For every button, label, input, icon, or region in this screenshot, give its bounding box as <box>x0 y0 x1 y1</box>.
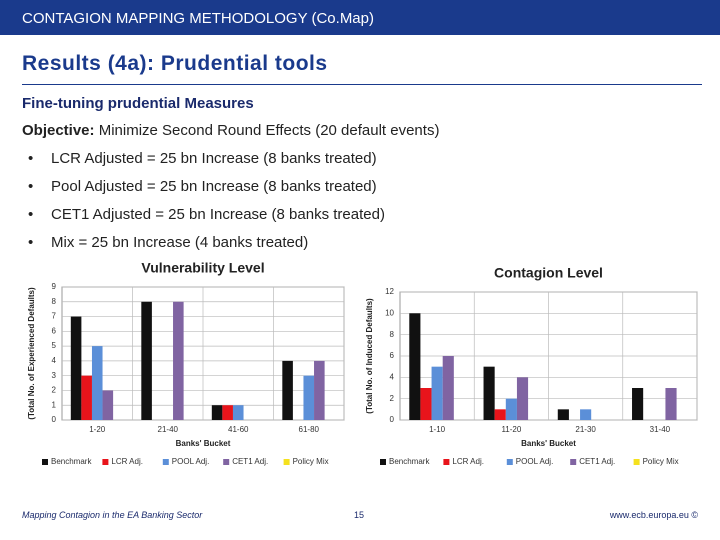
y-tick-label: 6 <box>52 326 57 335</box>
x-tick-label: 1-20 <box>89 425 106 434</box>
legend-label: Benchmark <box>389 457 430 466</box>
bar <box>632 388 644 420</box>
bullet: Mix = 25 bn Increase (4 banks treated) <box>22 232 385 260</box>
bar <box>442 356 454 420</box>
bar <box>222 405 233 420</box>
bullet-list: LCR Adjusted = 25 bn Increase (8 banks t… <box>22 148 385 260</box>
y-tick-label: 0 <box>52 415 57 424</box>
x-tick-label: 31-40 <box>650 425 671 434</box>
bar <box>409 313 421 420</box>
y-tick-label: 7 <box>52 312 57 321</box>
bar <box>516 377 529 420</box>
bar <box>483 366 495 420</box>
x-tick-label: 21-40 <box>158 425 179 434</box>
y-tick-label: 12 <box>385 287 394 296</box>
bar <box>102 390 114 420</box>
bar <box>70 316 82 420</box>
footer-right: www.ecb.europa.eu © <box>609 510 698 520</box>
y-tick-label: 1 <box>52 400 57 409</box>
y-tick-label: 8 <box>52 297 57 306</box>
legend-swatch <box>380 459 386 465</box>
chart: Contagion Level (Total No. of Induced Def… <box>365 265 698 466</box>
bar <box>494 409 506 420</box>
bar <box>431 366 443 420</box>
bar <box>81 375 92 420</box>
x-tick-label: 21-30 <box>575 425 596 434</box>
legend-swatch <box>633 459 640 465</box>
bullet: Pool Adjusted = 25 bn Increase (8 banks … <box>22 176 385 204</box>
bar <box>141 301 152 420</box>
x-axis-label: Banks' Bucket <box>176 439 231 448</box>
legend-label: Policy Mix <box>293 457 329 466</box>
objective: Objective: Minimize Second Round Effects… <box>22 122 439 139</box>
slide-title: Results (4a): Prudential tools <box>22 52 328 75</box>
legend-swatch <box>102 459 109 465</box>
x-tick-label: 41-60 <box>228 425 249 434</box>
legend-swatch <box>570 459 577 465</box>
header-bar: CONTAGION MAPPING METHODOLOGY (Co.Map) <box>0 0 720 35</box>
legend-label: POOL Adj. <box>516 457 554 466</box>
bar <box>232 405 244 420</box>
bullet: CET1 Adjusted = 25 bn Increase (8 banks … <box>22 204 385 232</box>
legend-swatch <box>443 459 450 465</box>
legend-label: POOL Adj. <box>172 457 210 466</box>
bar <box>420 388 432 420</box>
y-tick-label: 2 <box>390 394 395 403</box>
legend-swatch <box>223 459 230 465</box>
bar <box>580 409 592 420</box>
footer-left: Mapping Contagion in the EA Banking Sect… <box>22 510 203 520</box>
legend-label: Benchmark <box>51 457 92 466</box>
bar <box>665 388 677 420</box>
bar <box>314 360 325 420</box>
chart: Vulnerability Level (Total No. of Experie… <box>27 260 345 466</box>
y-tick-label: 5 <box>52 341 57 350</box>
legend-swatch <box>162 459 169 465</box>
y-tick-label: 8 <box>390 330 395 339</box>
y-tick-label: 10 <box>385 308 394 317</box>
y-tick-label: 6 <box>390 351 395 360</box>
y-tick-label: 2 <box>52 386 57 395</box>
legend-label: CET1 Adj. <box>579 457 615 466</box>
y-axis-label: (Total No. of Induced Defaults) <box>365 298 374 414</box>
legend-label: LCR Adj. <box>111 457 143 466</box>
bar <box>173 301 184 420</box>
title-rule <box>22 84 702 85</box>
legend-label: CET1 Adj. <box>232 457 268 466</box>
y-axis-label: (Total No. of Experienced Defaults) <box>27 287 36 420</box>
bar <box>211 405 223 420</box>
bar <box>91 346 103 420</box>
header-title: CONTAGION MAPPING METHODOLOGY (Co.Map) <box>22 10 374 27</box>
legend-swatch <box>506 459 513 465</box>
bar <box>505 398 517 420</box>
x-tick-label: 1-10 <box>429 425 446 434</box>
bullet: LCR Adjusted = 25 bn Increase (8 banks t… <box>22 148 385 176</box>
page-number: 15 <box>354 510 365 520</box>
y-tick-label: 3 <box>52 371 57 380</box>
bar <box>282 360 293 420</box>
x-axis-label: Banks' Bucket <box>521 439 576 448</box>
objective-text: Minimize Second Round Effects (20 defaul… <box>98 122 440 139</box>
chart-title: Vulnerability Level <box>141 260 264 276</box>
y-tick-label: 0 <box>390 415 395 424</box>
chart-title: Contagion Level <box>494 265 603 281</box>
y-tick-label: 4 <box>52 356 57 365</box>
legend-swatch <box>42 459 48 465</box>
legend-swatch <box>283 459 290 465</box>
bar <box>557 409 569 420</box>
y-tick-label: 4 <box>390 372 395 381</box>
legend-label: LCR Adj. <box>452 457 484 466</box>
subtitle: Fine-tuning prudential Measures <box>22 95 254 112</box>
bar <box>303 375 315 420</box>
legend-label: Policy Mix <box>643 457 679 466</box>
x-tick-label: 61-80 <box>299 425 320 434</box>
y-tick-label: 9 <box>52 282 57 291</box>
objective-label: Objective: <box>22 122 95 139</box>
x-tick-label: 11-20 <box>501 425 521 434</box>
